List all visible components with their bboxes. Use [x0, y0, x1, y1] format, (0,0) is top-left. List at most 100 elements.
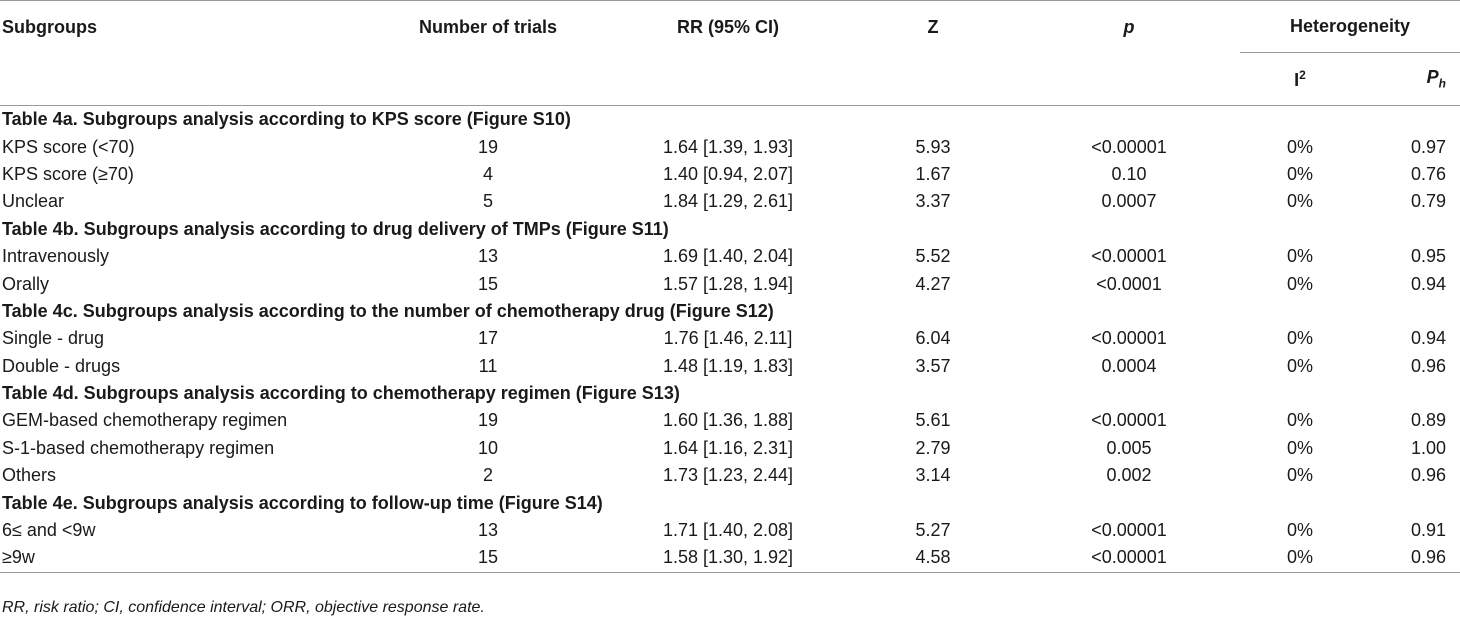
cell-rr-ci: 1.57 [1.28, 1.94] — [662, 273, 794, 294]
cell-ph: 0.76 — [1410, 163, 1447, 184]
header-z: Z — [927, 17, 939, 37]
table-row: KPS score (≥70) 4 1.40 [0.94, 2.07] 1.67 0.1… — [0, 161, 1460, 188]
header-ph: Ph — [1360, 53, 1460, 106]
header-i2-label: I — [1294, 69, 1300, 90]
cell-z: 3.14 — [915, 465, 951, 486]
table-header: Subgroups Number of trials RR (95% CI) Z… — [0, 0, 1460, 106]
cell-trials: 11 — [478, 355, 498, 376]
header-trials: Number of trials — [418, 17, 558, 37]
table-row: KPS score (<70) 19 1.64 [1.39, 1.93] 5.93 <0… — [0, 133, 1460, 160]
subgroup-analysis-table: Subgroups Number of trials RR (95% CI) Z… — [0, 0, 1460, 573]
section-row: Table 4c. Subgroups analysis according t… — [0, 298, 1460, 325]
cell-subgroup: Double - drugs — [2, 355, 121, 376]
cell-z: 5.61 — [915, 410, 951, 431]
cell-rr-ci: 1.64 [1.39, 1.93] — [662, 136, 794, 157]
cell-rr-ci: 1.60 [1.36, 1.88] — [662, 410, 794, 431]
cell-p: <0.00001 — [1091, 328, 1167, 349]
cell-subgroup: Orally — [2, 273, 50, 294]
cell-z: 3.57 — [915, 355, 951, 376]
cell-rr-ci: 1.71 [1.40, 2.08] — [662, 520, 794, 541]
cell-rr-ci: 1.69 [1.40, 2.04] — [662, 246, 794, 267]
header-row-1: Subgroups Number of trials RR (95% CI) Z… — [0, 0, 1460, 53]
cell-rr-ci: 1.64 [1.16, 2.31] — [662, 437, 794, 458]
cell-subgroup: Single - drug — [2, 328, 105, 349]
table-row: GEM-based chemotherapy regimen 19 1.60 [1.… — [0, 407, 1460, 434]
section-row: Table 4e. Subgroups analysis according t… — [0, 489, 1460, 516]
cell-rr-ci: 1.84 [1.29, 2.61] — [662, 191, 794, 212]
cell-trials: 4 — [482, 163, 493, 184]
cell-subgroup: S-1-based chemotherapy regimen — [2, 437, 275, 458]
cell-trials: 15 — [477, 547, 499, 568]
cell-subgroup: Others — [2, 465, 57, 486]
cell-ph: 0.96 — [1410, 547, 1447, 568]
table-row: Unclear 5 1.84 [1.29, 2.61] 3.37 0.0007 0% 0.7… — [0, 188, 1460, 215]
cell-rr-ci: 1.40 [0.94, 2.07] — [662, 163, 794, 184]
cell-trials: 5 — [482, 191, 493, 212]
header-i2-sup: 2 — [1299, 67, 1306, 82]
cell-trials: 13 — [477, 520, 499, 541]
cell-trials: 2 — [482, 465, 493, 486]
cell-ph: 0.89 — [1410, 410, 1447, 431]
cell-p: 0.0004 — [1101, 355, 1157, 376]
cell-trials: 10 — [477, 437, 499, 458]
cell-p: <0.00001 — [1091, 246, 1167, 267]
cell-ph: 0.91 — [1410, 520, 1447, 541]
cell-z: 5.27 — [915, 520, 951, 541]
table-row: Double - drugs 11 1.48 [1.19, 1.83] 3.57 0.0… — [0, 353, 1460, 380]
cell-i2: 0% — [1286, 273, 1313, 294]
section-title: Table 4b. Subgroups analysis according t… — [2, 218, 669, 239]
header-i2: I2 — [1240, 53, 1360, 106]
table-row: S-1-based chemotherapy regimen 10 1.64 [1.… — [0, 435, 1460, 462]
cell-i2: 0% — [1286, 410, 1313, 431]
section-row: Table 4d. Subgroups analysis according t… — [0, 380, 1460, 407]
cell-i2: 0% — [1286, 191, 1313, 212]
section-title: Table 4d. Subgroups analysis according t… — [2, 383, 680, 404]
cell-z: 4.27 — [915, 273, 951, 294]
cell-rr-ci: 1.48 [1.19, 1.83] — [662, 355, 794, 376]
cell-ph: 0.79 — [1410, 191, 1447, 212]
table-row: Intravenously 13 1.69 [1.40, 2.04] 5.52 <0.0… — [0, 243, 1460, 270]
cell-i2: 0% — [1286, 163, 1313, 184]
cell-i2: 0% — [1286, 520, 1313, 541]
cell-z: 2.79 — [915, 437, 951, 458]
cell-z: 3.37 — [915, 191, 951, 212]
cell-subgroup: Intravenously — [2, 246, 110, 267]
section-row: Table 4a. Subgroups analysis according t… — [0, 106, 1460, 134]
cell-subgroup: ≥9w — [2, 547, 35, 568]
section-title: Table 4e. Subgroups analysis according t… — [2, 492, 603, 513]
table-footnote: RR, risk ratio; CI, confidence interval;… — [2, 599, 485, 616]
cell-subgroup: Unclear — [2, 191, 65, 212]
cell-subgroup: 6≤ and <9w — [2, 520, 96, 541]
header-heterogeneity: Heterogeneity — [1240, 0, 1460, 53]
cell-ph: 0.96 — [1410, 465, 1447, 486]
section-row: Table 4b. Subgroups analysis according t… — [0, 216, 1460, 243]
header-subgroups: Subgroups — [2, 17, 97, 37]
cell-i2: 0% — [1286, 547, 1313, 568]
header-ph-sub: h — [1438, 76, 1447, 91]
cell-z: 1.67 — [915, 163, 951, 184]
cell-p: <0.00001 — [1091, 520, 1167, 541]
cell-z: 5.52 — [915, 246, 951, 267]
cell-ph: 0.95 — [1410, 246, 1447, 267]
cell-i2: 0% — [1286, 136, 1313, 157]
table-row: Others 2 1.73 [1.23, 2.44] 3.14 0.002 0% 0.96 — [0, 462, 1460, 489]
cell-p: <0.0001 — [1096, 273, 1162, 294]
cell-ph: 1.00 — [1410, 437, 1447, 458]
cell-trials: 17 — [477, 328, 499, 349]
section-title: Table 4c. Subgroups analysis according t… — [2, 300, 774, 321]
cell-rr-ci: 1.76 [1.46, 2.11] — [663, 328, 793, 349]
table-row: Orally 15 1.57 [1.28, 1.94] 4.27 <0.0001 0% 0.… — [0, 270, 1460, 297]
table-body: Table 4a. Subgroups analysis according t… — [0, 106, 1460, 573]
cell-i2: 0% — [1286, 465, 1313, 486]
cell-z: 4.58 — [915, 547, 951, 568]
cell-i2: 0% — [1286, 328, 1313, 349]
header-rr: RR (95% CI) — [676, 17, 779, 37]
section-title: Table 4a. Subgroups analysis according t… — [2, 109, 571, 130]
cell-p: <0.00001 — [1091, 136, 1167, 157]
cell-ph: 0.96 — [1410, 355, 1447, 376]
cell-trials: 19 — [477, 410, 499, 431]
cell-i2: 0% — [1286, 246, 1313, 267]
table-row: 6≤ and <9w 13 1.71 [1.40, 2.08] 5.27 <0.0000… — [0, 517, 1460, 544]
cell-rr-ci: 1.58 [1.30, 1.92] — [662, 547, 794, 568]
